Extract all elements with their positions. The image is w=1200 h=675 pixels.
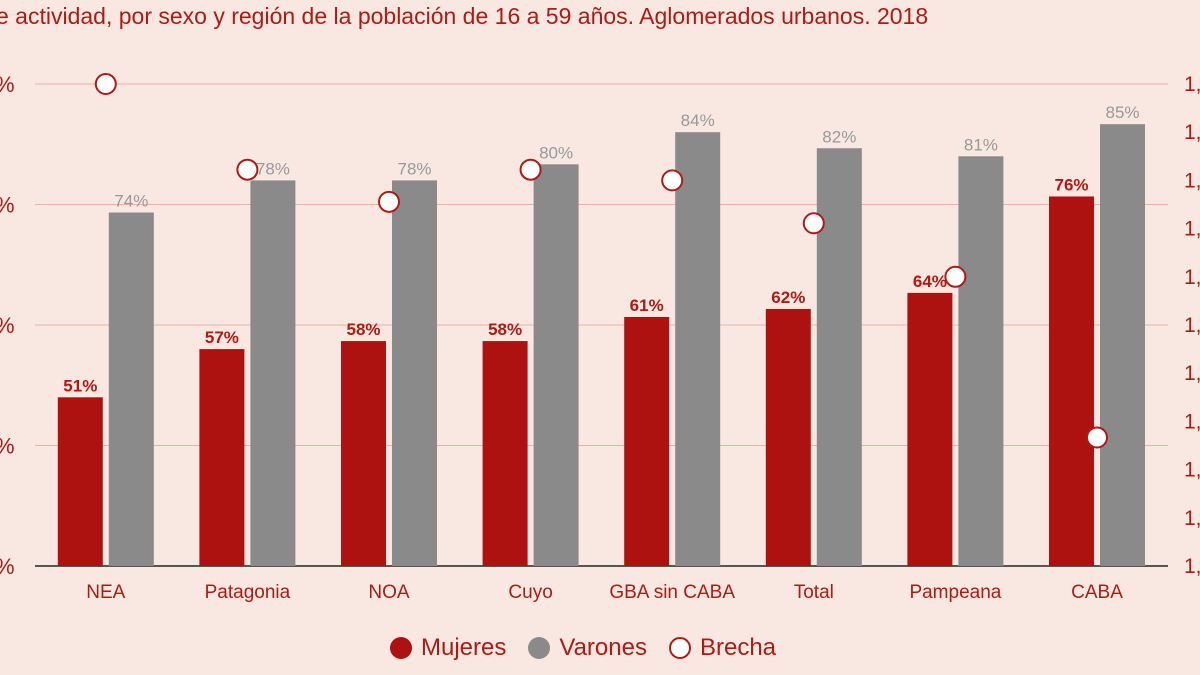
legend-label-varones: Varones [559, 634, 647, 661]
x-tick-label: Patagonia [205, 582, 291, 603]
brecha-point [1086, 426, 1108, 449]
legend-swatch-mujeres [390, 637, 412, 659]
bar-varones [1100, 124, 1145, 567]
y2-tick-label: 1, [1184, 73, 1200, 96]
bar-varones [816, 148, 862, 566]
bar-mujeres [765, 308, 811, 566]
y2-tick-label: 1, [1184, 314, 1200, 337]
bar-varones [108, 212, 154, 567]
bar-mujeres [482, 341, 528, 566]
bar-chart: %%%%% 1, 1, 1, 1, 1, 1, 1, 1, 1, 1, 1, 51% 74% NEA 57% 7… [0, 72, 1200, 603]
data-label-mujeres: 76% [1054, 175, 1088, 194]
data-label-mujeres: 62% [771, 288, 805, 307]
y-tick-label: % [0, 72, 15, 97]
legend-swatch-varones [528, 637, 551, 659]
legend: Mujeres Varones Brecha [390, 634, 798, 662]
y2-tick-label: 1, [1184, 410, 1200, 433]
data-label-mujeres: 61% [630, 296, 664, 315]
data-label-varones: 85% [1105, 103, 1139, 122]
legend-label-mujeres: Mujeres [421, 634, 507, 661]
legend-label-brecha: Brecha [699, 634, 777, 661]
x-tick-label: GBA sin CABA [609, 582, 735, 603]
chart-title: e actividad, por sexo y región de la pob… [0, 3, 929, 29]
y-tick-label: % [0, 313, 15, 338]
data-label-mujeres: 57% [205, 328, 239, 347]
brecha-point [519, 158, 542, 181]
data-label-varones: 78% [256, 159, 290, 178]
data-label-mujeres: 51% [63, 376, 97, 395]
bar-mujeres [57, 397, 103, 566]
data-label-varones: 81% [964, 135, 998, 154]
x-tick-label: NOA [368, 582, 410, 603]
brecha-point [236, 158, 259, 181]
data-label-mujeres: 58% [488, 320, 522, 339]
legend-item-brecha: Brecha [668, 634, 777, 662]
bar-mujeres [341, 341, 386, 566]
y2-tick-label: 1, [1184, 169, 1200, 192]
bar-mujeres [199, 349, 245, 566]
brecha-point [378, 190, 400, 213]
data-label-varones: 82% [822, 127, 856, 146]
brecha-point [94, 73, 117, 95]
x-tick-label: Pampeana [909, 582, 1001, 603]
legend-swatch-brecha [668, 637, 691, 659]
bar-varones [675, 132, 721, 566]
bar-mujeres [1049, 196, 1094, 566]
x-tick-label: Cuyo [508, 582, 552, 603]
y2-tick-label: 1, [1184, 507, 1200, 530]
bar-varones [958, 156, 1004, 567]
brecha-point [802, 212, 825, 235]
y2-tick-label: 1, [1184, 266, 1200, 289]
bar-varones [250, 180, 296, 566]
y2-tick-label: 1, [1184, 362, 1200, 385]
brecha-point [661, 169, 684, 192]
bar-varones [533, 164, 579, 567]
y2-tick-label: 1, [1184, 459, 1200, 482]
legend-item-varones: Varones [528, 634, 647, 662]
y-tick-label: % [0, 434, 15, 459]
data-label-varones: 84% [681, 111, 715, 130]
y-tick-label: % [0, 193, 15, 218]
data-label-varones: 78% [397, 159, 431, 178]
y2-tick-label: 1, [1184, 555, 1200, 578]
data-label-mujeres: 64% [913, 272, 947, 291]
y-tick-label: % [0, 554, 15, 579]
data-label-varones: 80% [539, 143, 573, 162]
bar-mujeres [907, 292, 953, 566]
brecha-point [944, 265, 967, 288]
data-label-mujeres: 58% [346, 320, 380, 339]
legend-item-mujeres: Mujeres [390, 634, 506, 662]
bar-varones [392, 180, 437, 566]
data-label-varones: 74% [114, 192, 148, 211]
x-tick-label: Total [794, 582, 834, 603]
y2-tick-label: 1, [1184, 121, 1200, 144]
x-tick-label: NEA [86, 582, 125, 603]
bar-mujeres [624, 316, 670, 566]
y2-tick-label: 1, [1184, 218, 1200, 241]
x-tick-label: CABA [1071, 582, 1123, 603]
